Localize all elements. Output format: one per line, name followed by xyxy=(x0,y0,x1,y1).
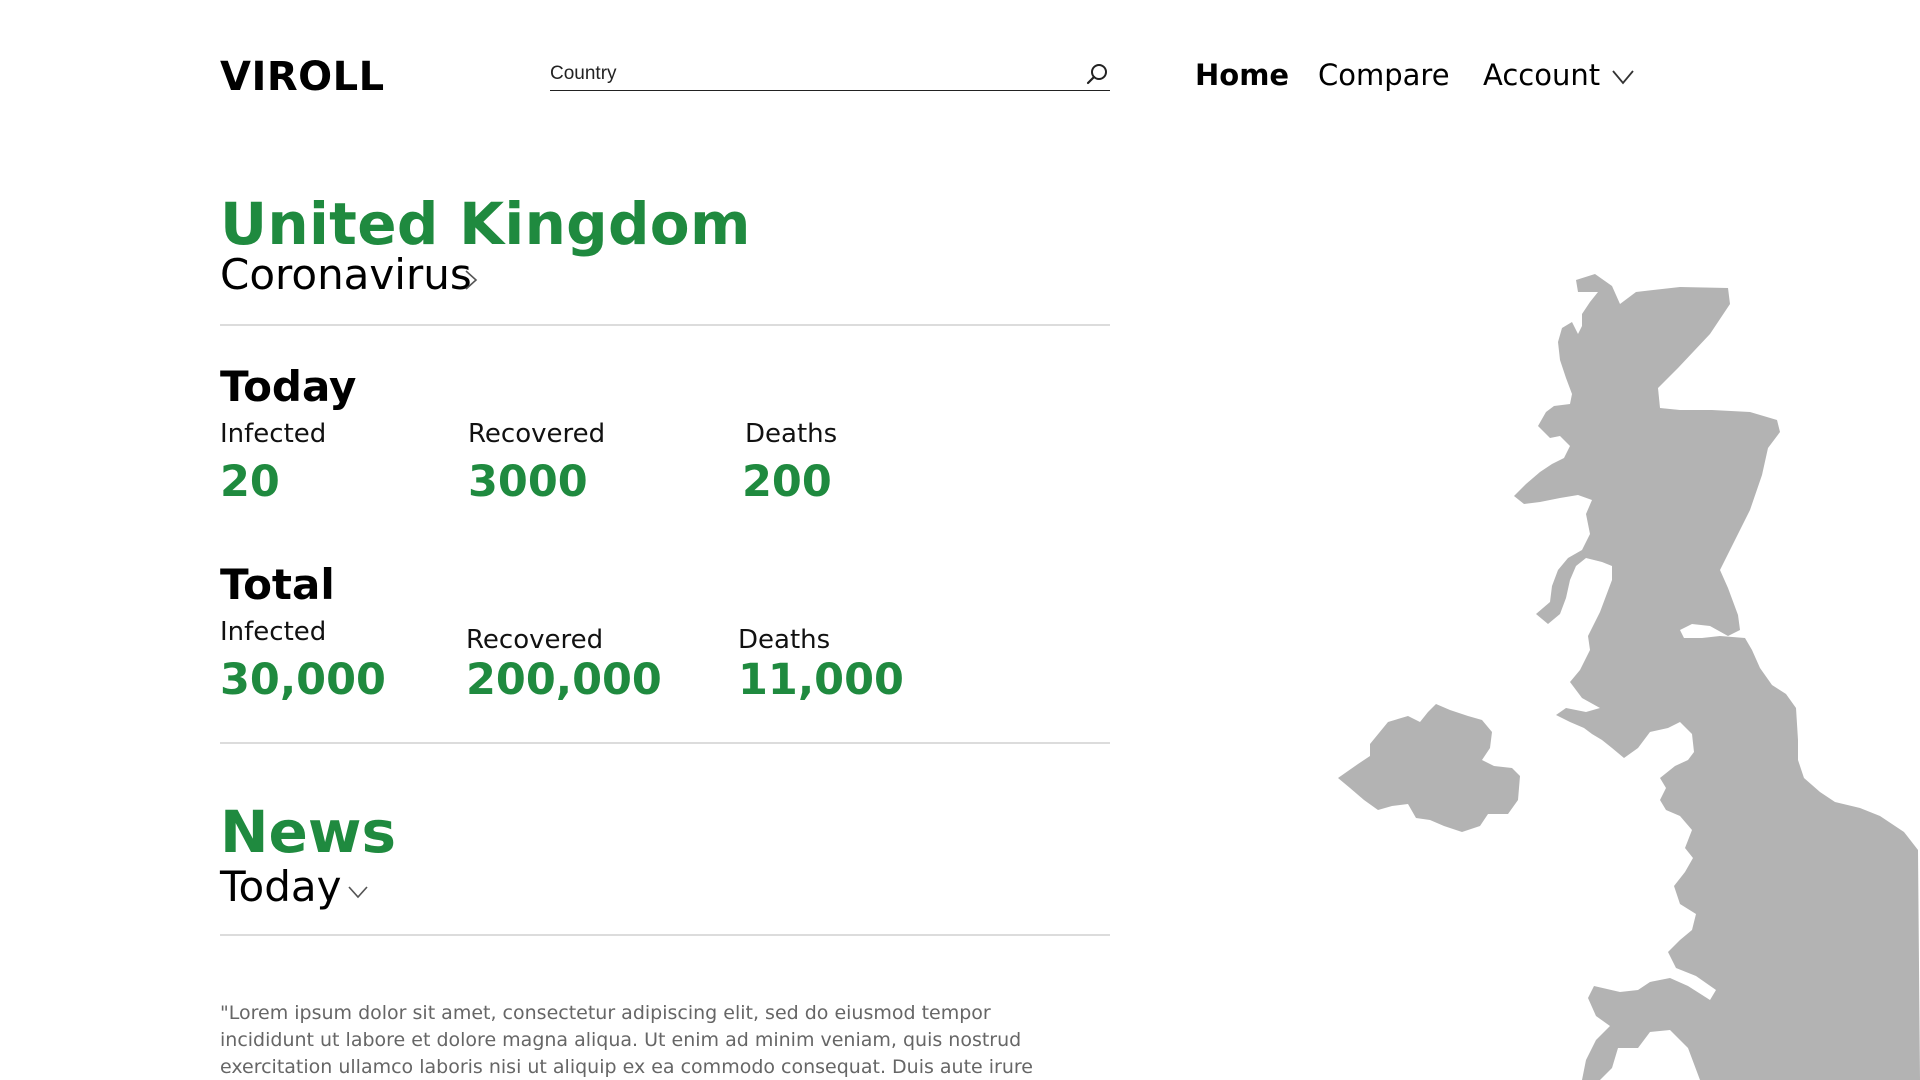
total-deaths-label: Deaths xyxy=(738,625,831,655)
news-article-text: "Lorem ipsum dolor sit amet, consectetur… xyxy=(220,1002,1033,1078)
divider xyxy=(220,742,1110,744)
total-infected-label: Infected xyxy=(220,617,327,647)
chevron-right-icon[interactable] xyxy=(463,268,479,292)
chevron-down-icon[interactable] xyxy=(347,884,369,900)
today-recovered-label: Recovered xyxy=(468,419,606,449)
news-filter-dropdown[interactable]: Today xyxy=(220,862,342,911)
today-infected-value: 20 xyxy=(220,457,280,507)
search-input[interactable] xyxy=(550,62,1050,86)
uk-map-illustration xyxy=(1338,274,1920,1080)
nav-home-link[interactable]: Home xyxy=(1195,58,1290,92)
today-infected-label: Infected xyxy=(220,419,327,449)
country-subtitle[interactable]: Coronavirus xyxy=(220,250,472,299)
total-infected-value: 30,000 xyxy=(220,655,386,705)
nav-account-link[interactable]: Account xyxy=(1483,58,1601,92)
search-icon[interactable] xyxy=(1086,62,1110,86)
today-title: Today xyxy=(220,362,357,411)
map-shapes xyxy=(1338,274,1920,1080)
total-deaths-value: 11,000 xyxy=(738,655,904,705)
total-title: Total xyxy=(220,560,335,609)
total-recovered-value: 200,000 xyxy=(466,655,662,705)
divider xyxy=(220,934,1110,936)
today-deaths-label: Deaths xyxy=(745,419,838,449)
total-recovered-label: Recovered xyxy=(466,625,604,655)
nav-compare-link[interactable]: Compare xyxy=(1318,58,1450,92)
chevron-down-icon[interactable] xyxy=(1611,68,1635,86)
search-bar xyxy=(550,60,1110,91)
today-deaths-value: 200 xyxy=(742,457,832,507)
country-title: United Kingdom xyxy=(220,190,751,258)
logo[interactable]: VIROLL xyxy=(220,54,385,100)
divider xyxy=(220,324,1110,326)
today-recovered-value: 3000 xyxy=(468,457,588,507)
news-title: News xyxy=(220,798,396,866)
